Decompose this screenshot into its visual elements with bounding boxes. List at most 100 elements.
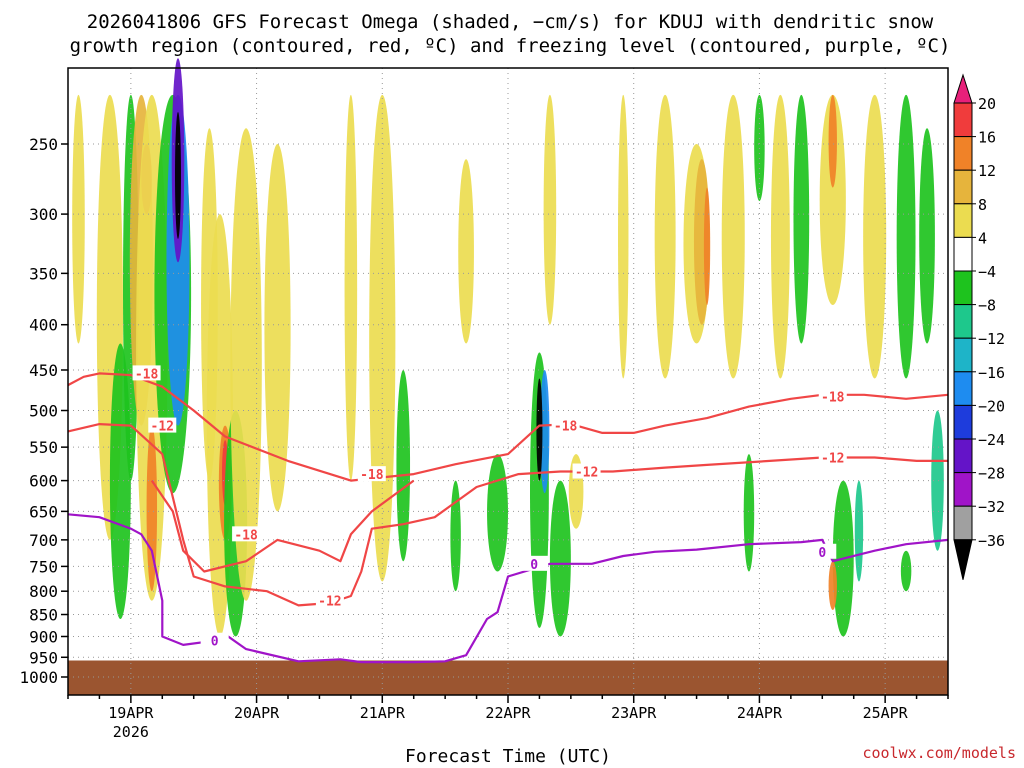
contour-label-bg-3	[551, 417, 580, 433]
y-tick-label-1000: 1000	[19, 668, 58, 687]
credit-link[interactable]: coolwx.com/models	[862, 744, 1016, 762]
contour-label-0: -18	[135, 367, 159, 382]
x-tick-label-23APR: 23APR	[611, 704, 657, 722]
omega-shade-41	[819, 94, 846, 305]
x-tick-year-label: 2026	[113, 723, 149, 741]
omega-shade-31	[618, 94, 629, 379]
omega-shade-40	[793, 94, 810, 344]
omega-shade-47	[896, 94, 916, 379]
contour-label-5: -12	[151, 420, 174, 435]
omega-shade-19	[344, 94, 358, 481]
x-tick-label-21APR: 21APR	[360, 704, 406, 722]
contour-dgz-top-minus18	[67, 372, 949, 482]
contour-label-bg-9	[200, 632, 229, 648]
colorbar-bin-13	[953, 505, 973, 541]
omega-shading	[72, 58, 944, 637]
x-axis-title: Forecast Time (UTC)	[405, 746, 611, 767]
colorbar-label--4: −4	[978, 263, 996, 281]
colorbar-bin-6	[953, 270, 973, 306]
y-tick-label-550: 550	[29, 438, 58, 457]
colorbar-bin-12	[953, 472, 973, 507]
omega-shade-28	[543, 94, 557, 325]
colorbar-label-4: 4	[978, 229, 987, 247]
contour-label-8: -12	[821, 451, 844, 466]
y-tick-label-350: 350	[29, 264, 58, 283]
ground-surface	[68, 660, 948, 695]
omega-shade-0	[72, 94, 85, 344]
omega-shade-38	[770, 94, 790, 379]
x-tick-label-19APR: 19APR	[108, 704, 154, 722]
contour-label-bg-10	[520, 555, 549, 571]
contour-lines: -18 -18 -18 -18 -18 -12 -12 -12 -12 0 0 0	[67, 365, 949, 664]
colorbar-label-16: 16	[978, 129, 996, 147]
y-tick-label-700: 700	[29, 531, 58, 550]
omega-shade-42	[828, 94, 837, 188]
colorbar-bin-1	[953, 102, 973, 138]
y-tick-label-250: 250	[29, 135, 58, 154]
omega-shade-48	[919, 128, 935, 344]
x-tick-label-20APR: 20APR	[234, 704, 280, 722]
colorbar-bin-8	[953, 337, 973, 373]
y-tick-label-500: 500	[29, 402, 58, 421]
y-tick-label-650: 650	[29, 502, 58, 521]
colorbar-bin-5	[953, 236, 973, 272]
contour-label-bg-7	[572, 463, 601, 479]
contour-label-bg-11	[808, 543, 837, 559]
omega-shade-21	[396, 369, 411, 562]
contour-dgz-minus18-lower-loop	[150, 479, 415, 573]
omega-shade-17	[230, 128, 262, 601]
y-tick-label-850: 850	[29, 606, 58, 625]
colorbar-label--24: −24	[978, 431, 1005, 449]
chart-title-line2: growth region (contoured, red, ºC) and f…	[70, 35, 951, 57]
colorbar-bin-11	[953, 438, 973, 474]
colorbar-bin-2	[953, 136, 973, 171]
colorbar-bin-7	[953, 304, 973, 339]
colorbar-label--32: −32	[978, 498, 1005, 516]
y-tick-label-400: 400	[29, 316, 58, 335]
contour-label-2: -18	[234, 528, 258, 543]
y-tick-label-800: 800	[29, 582, 58, 601]
omega-shade-26	[539, 369, 550, 494]
grid-lines	[68, 68, 948, 695]
x-axis: 19APR 20APR 21APR 22APR 23APR 24APR 25APR 2026	[67, 695, 949, 741]
omega-shade-50	[900, 550, 912, 592]
contour-label-3: -18	[554, 420, 578, 435]
y-tick-label-300: 300	[29, 205, 58, 224]
contour-dgz-bottom-minus12	[67, 423, 948, 607]
y-tick-label-950: 950	[29, 648, 58, 667]
y-tick-label-900: 900	[29, 627, 58, 646]
y-tick-label-750: 750	[29, 557, 58, 576]
colorbar-bin-10	[953, 404, 973, 440]
omega-shade-22	[458, 159, 474, 344]
x-tick-label-24APR: 24APR	[737, 704, 783, 722]
x-tick-label-25APR: 25APR	[863, 704, 909, 722]
omega-shade-29	[549, 480, 571, 637]
contour-label-bg-2	[232, 526, 261, 542]
contour-label-bg-0	[132, 365, 161, 381]
omega-shade-23	[450, 480, 461, 592]
contour-freezing-level-0	[67, 513, 949, 664]
omega-shade-7	[146, 425, 158, 592]
contour-label-bg-5	[148, 417, 177, 433]
contour-label-bg-4	[818, 388, 847, 404]
omega-shade-45	[828, 561, 837, 610]
omega-shade-36	[721, 94, 745, 379]
colorbar-label-8: 8	[978, 196, 987, 214]
omega-shade-27	[536, 378, 543, 481]
chart-title-line1: 2026041806 GFS Forecast Omega (shaded, −…	[87, 11, 934, 33]
colorbar-bin-4	[953, 203, 973, 238]
colorbar-bottom-triangle	[953, 539, 973, 580]
omega-shade-35	[703, 187, 711, 305]
y-axis: 250 300 350 400 450 500 550 600 650 700 750 800 850 9…	[19, 135, 68, 687]
colorbar-label--8: −8	[978, 297, 996, 315]
omega-shade-32	[654, 94, 676, 379]
omega-shade-49	[931, 410, 944, 551]
colorbar-label--36: −36	[978, 532, 1005, 550]
colorbar-label-20: 20	[978, 95, 996, 113]
plot-frame	[67, 67, 949, 696]
contour-label-bg-6	[315, 592, 344, 608]
colorbar-top-triangle	[953, 73, 973, 104]
contour-label-6: -12	[318, 595, 341, 610]
colorbar: 20 16 12 8 4 −4 −8 −12 −16 −20 −24 −28 −32 −36	[953, 73, 1005, 580]
colorbar-label--28: −28	[978, 465, 1005, 483]
